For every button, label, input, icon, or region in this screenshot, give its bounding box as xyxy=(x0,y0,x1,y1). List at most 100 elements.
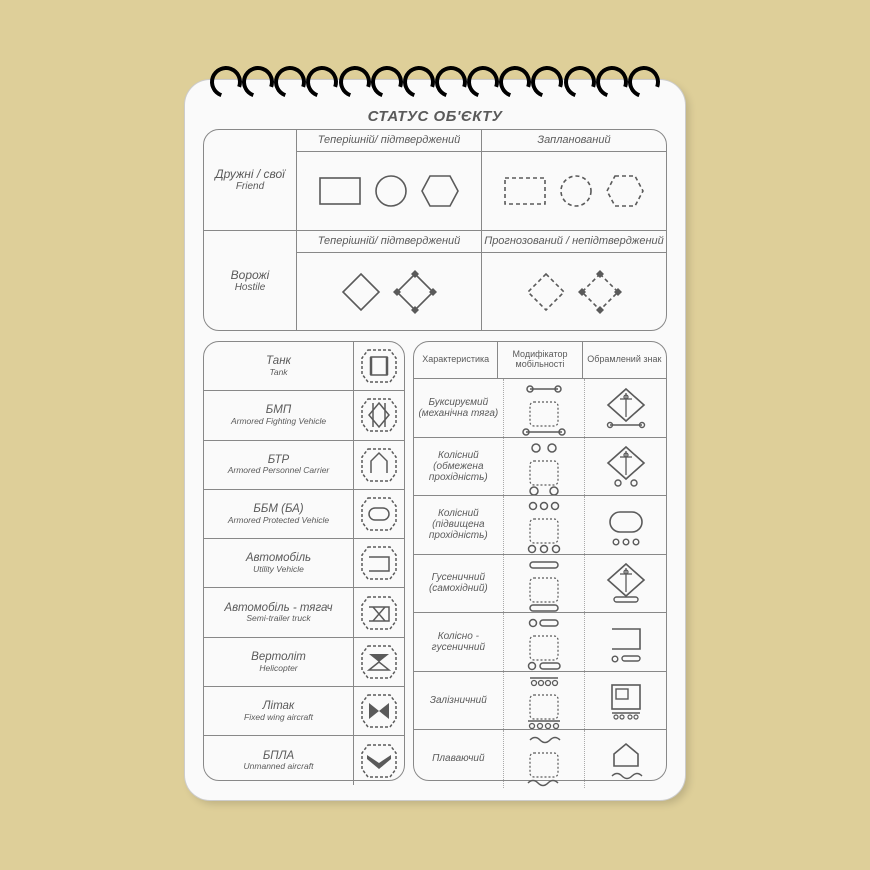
mobility-mod-cell xyxy=(503,555,585,613)
cell-heading: Прогнозований / непідтверджений xyxy=(482,231,666,253)
vehicle-icon-cell xyxy=(353,391,404,439)
mobility-row: Колісно - гусеничний xyxy=(414,612,666,671)
sublabel: Tank xyxy=(269,368,287,377)
sublabel: Armored Personnel Carrier xyxy=(228,466,330,475)
mobility-row: Колісний (обмежена прохідність) xyxy=(414,437,666,496)
modifier-small-amphib xyxy=(526,730,562,746)
vehicle-row: Вертоліт Helicopter xyxy=(204,637,404,686)
label: Літак xyxy=(263,700,295,713)
framed-icon xyxy=(600,385,652,431)
sublabel: Helicopter xyxy=(259,664,297,673)
sublabel: Semi-trailer truck xyxy=(246,614,310,623)
modifier-icon-wheel2 xyxy=(518,455,570,495)
vehicle-label: Автомобіль - тягач Semi-trailer truck xyxy=(204,588,353,636)
vehicle-label: Літак Fixed wing aircraft xyxy=(204,687,353,735)
vehicle-row: ББМ (БА) Armored Protected Vehicle xyxy=(204,489,404,538)
cell-present: Теперішній/ підтверджений xyxy=(296,130,481,230)
mobility-frame-cell xyxy=(584,379,666,437)
mobility-header-row: ХарактеристикаМодифікатор мобільностіОбр… xyxy=(414,342,666,378)
vehicle-icon-cell xyxy=(353,490,404,538)
hex-icon xyxy=(420,174,460,208)
rect-dashed-icon xyxy=(503,176,547,206)
rect-icon xyxy=(318,176,362,206)
sublabel: Friend xyxy=(236,181,264,193)
modifier-icon-rail xyxy=(518,689,570,729)
diamond4-dashed-icon xyxy=(578,270,622,314)
modifier-small-track xyxy=(526,555,562,571)
lower-section: Танк Tank БМП Armored Fighting Vehicle Б… xyxy=(203,341,667,781)
sublabel: Armored Fighting Vehicle xyxy=(231,417,326,426)
framed-icon xyxy=(600,502,652,548)
mobility-frame-cell xyxy=(584,438,666,496)
vehicle-row: БПЛА Unmanned aircraft xyxy=(204,735,404,784)
modifier-small-wheel2 xyxy=(526,438,562,454)
modifier-icon-towed xyxy=(518,396,570,436)
vehicle-icon-util xyxy=(359,541,399,585)
shape-row xyxy=(341,253,437,331)
mobility-mod-cell xyxy=(503,379,585,437)
modifier-icon-wheeltrack xyxy=(518,630,570,670)
vehicles-panel: Танк Tank БМП Armored Fighting Vehicle Б… xyxy=(203,341,405,781)
modifier-small-wheel3 xyxy=(526,496,562,512)
modifier-icon-amphib xyxy=(518,747,570,787)
sublabel: Fixed wing aircraft xyxy=(244,713,313,722)
mobility-row: Колісний (підвищена прохідність) xyxy=(414,495,666,554)
row-label: Ворожі Hostile xyxy=(204,231,296,331)
mobility-label: Гусеничний (самохідний) xyxy=(414,555,503,613)
cell-planned: Запланований xyxy=(481,130,666,230)
sublabel: Utility Vehicle xyxy=(253,565,304,574)
mobility-header: Модифікатор мобільності xyxy=(497,342,581,378)
sublabel: Unmanned aircraft xyxy=(244,762,314,771)
diamond4-icon xyxy=(393,270,437,314)
vehicle-icon-heli xyxy=(359,640,399,684)
vehicle-label: ББМ (БА) Armored Protected Vehicle xyxy=(204,490,353,538)
cell-heading: Теперішній/ підтверджений xyxy=(297,130,481,152)
mobility-frame-cell xyxy=(584,496,666,554)
hex-dashed-icon xyxy=(605,174,645,208)
shape-row xyxy=(503,152,645,230)
vehicle-icon-tank xyxy=(359,344,399,388)
vehicle-icon-plane xyxy=(359,689,399,733)
notepad: СТАТУС ОБ'ЄКТУ Дружні / свої Friend Тепе… xyxy=(185,80,685,800)
mobility-frame-cell xyxy=(584,613,666,671)
spiral-binding xyxy=(210,66,660,94)
cell-heading: Запланований xyxy=(482,130,666,152)
vehicle-label: Танк Tank xyxy=(204,342,353,390)
diamond-dashed-icon xyxy=(526,272,566,312)
mobility-mod-cell xyxy=(503,438,585,496)
label: Ворожі xyxy=(231,268,270,282)
modifier-small-towed xyxy=(526,379,562,395)
circle-dashed-icon xyxy=(559,174,593,208)
mobility-frame-cell xyxy=(584,672,666,730)
vehicle-icon-apv xyxy=(359,492,399,536)
mobility-header: Характеристика xyxy=(414,342,497,378)
vehicle-icon-uav xyxy=(359,739,399,783)
mobility-row: Гусеничний (самохідний) xyxy=(414,554,666,613)
mobility-frame-cell xyxy=(584,555,666,613)
vehicle-icon-cell xyxy=(353,441,404,489)
page-title: СТАТУС ОБ'ЄКТУ xyxy=(203,108,667,125)
mobility-label: Буксируємий (механічна тяга) xyxy=(414,379,503,437)
vehicle-label: БПЛА Unmanned aircraft xyxy=(204,736,353,784)
mobility-row: Залізничний xyxy=(414,671,666,730)
mobility-panel: ХарактеристикаМодифікатор мобільностіОбр… xyxy=(413,341,667,781)
vehicle-icon-cell xyxy=(353,539,404,587)
sublabel: Armored Protected Vehicle xyxy=(228,516,329,525)
mobility-row: Плаваючий xyxy=(414,729,666,788)
mobility-label: Залізничний xyxy=(414,672,503,730)
vehicle-icon-cell xyxy=(353,638,404,686)
modifier-small-wheeltrack xyxy=(526,613,562,629)
mobility-mod-cell xyxy=(503,730,585,788)
status-row-friend: Дружні / свої Friend Теперішній/ підтвер… xyxy=(204,130,666,230)
vehicle-row: БМП Armored Fighting Vehicle xyxy=(204,390,404,439)
modifier-icon-track xyxy=(518,572,570,612)
cell-present: Теперішній/ підтверджений xyxy=(296,231,481,331)
framed-icon xyxy=(600,736,652,782)
mobility-label: Колісний (обмежена прохідність) xyxy=(414,438,503,496)
mobility-mod-cell xyxy=(503,672,585,730)
modifier-small-rail xyxy=(526,672,562,688)
framed-icon xyxy=(600,677,652,723)
vehicle-icon-cell xyxy=(353,736,404,784)
label: Вертоліт xyxy=(251,651,306,664)
framed-icon xyxy=(600,619,652,665)
